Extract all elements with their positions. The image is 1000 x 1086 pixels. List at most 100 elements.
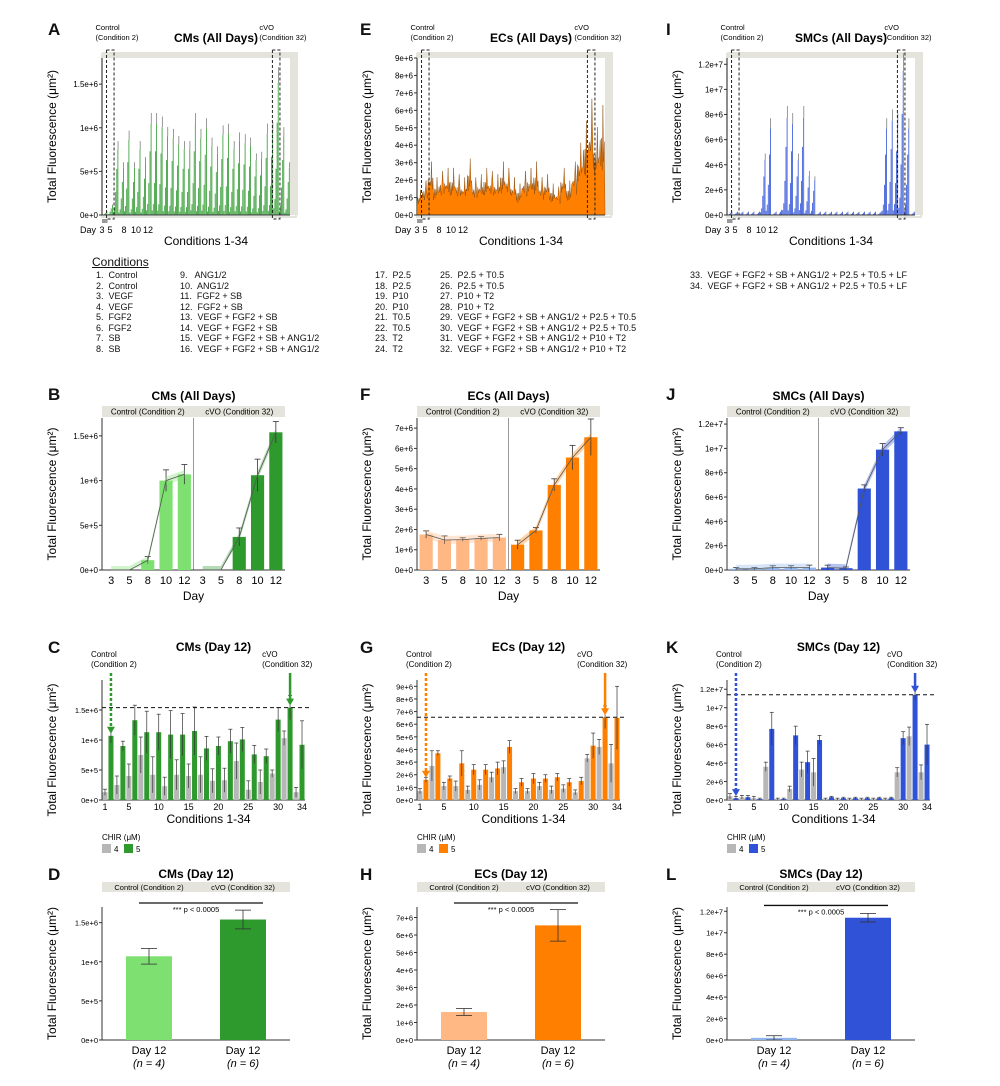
condition-bar (596, 746, 602, 800)
overview-bar (260, 175, 261, 215)
x-tick-label: 30 (588, 802, 598, 812)
overview-bar (137, 191, 139, 215)
overview-bar (272, 131, 274, 215)
x-tick-label: 5 (126, 575, 132, 587)
x-tick-label: 12 (493, 575, 505, 587)
y-tick-label: 6e+6 (705, 493, 724, 502)
control-annotation: Control (Condition 2) (91, 650, 137, 669)
conditions-col-2: 9. ANG1/2 10. ANG1/2 11. FGF2 + SB 12. FGF2… (180, 270, 319, 354)
overview-bar (275, 168, 277, 215)
trend-line (517, 437, 592, 546)
group-header-strip (417, 882, 605, 892)
overview-bar (248, 190, 249, 215)
overview-bar (780, 211, 781, 215)
overview-bar (172, 138, 174, 215)
y-axis-label: Total Fluorescence (μm²) (45, 684, 59, 817)
overview-bar (900, 164, 902, 215)
legend-swatch (102, 844, 111, 853)
y-tick-label: 1e+6 (396, 783, 413, 792)
x-tick-label: Day 12 (132, 1045, 167, 1057)
y-tick-label: 7e+6 (395, 89, 414, 98)
overview-bar (146, 210, 147, 215)
overview-bar (880, 211, 882, 215)
overview-bar (276, 122, 278, 215)
condition-line: 17. P2.5 (375, 270, 412, 280)
y-axis-label: Total Fluorescence (μm²) (670, 684, 684, 817)
overview-bar (239, 141, 240, 215)
overview-bar (196, 211, 197, 215)
overview-bar (878, 213, 880, 215)
condition-bar (453, 786, 459, 800)
condition-bar (287, 707, 293, 800)
overview-bar (206, 128, 207, 215)
chart-title: SMCs (All Days) (795, 31, 887, 45)
overview-bar (801, 180, 802, 215)
day-tick-label: 12 (458, 225, 468, 235)
overview-bar (189, 149, 191, 215)
chart-title: SMCs (Day 12) (779, 867, 862, 881)
overview-bar (209, 190, 211, 215)
y-tick-label: 0e+0 (80, 211, 99, 220)
overview-bar (120, 198, 122, 215)
condition-line: 20. P10 (375, 301, 409, 312)
overview-bar (139, 149, 141, 215)
y-tick-label: 8e+6 (706, 950, 723, 959)
condition-bar (614, 717, 620, 800)
overview-bar (253, 195, 255, 215)
y-tick-label: 8e+6 (705, 469, 724, 478)
y-tick-label: 0e+0 (395, 211, 414, 220)
day-bar (511, 544, 525, 570)
group-header-strip (417, 406, 600, 417)
chart-i-smcs-all-days: SMCs (All Days) 0e+0 2e+6 4e+6 6e+6 8e+6 1e+7 1… (670, 23, 932, 248)
cvo-annotation: cVO (Condition 32) (574, 23, 622, 42)
day-ruler (102, 219, 108, 223)
y-tick-label: 8e+6 (705, 111, 724, 120)
y-tick-label: 2e+6 (396, 771, 413, 780)
condition-bar (180, 734, 186, 800)
overview-bar (233, 149, 235, 215)
x-tick-label: 12 (270, 575, 282, 587)
overview-bar (281, 187, 282, 215)
overview-bar (191, 204, 193, 215)
overview-bar (167, 136, 168, 215)
condition-line: 4. VEGF (96, 301, 134, 312)
overview-bar (243, 164, 245, 215)
x-axis-label: Day (808, 589, 829, 603)
n-label: (n = 6) (542, 1058, 574, 1070)
overview-bar (208, 206, 209, 215)
trend-line (736, 567, 810, 570)
overview-bar (133, 182, 134, 215)
y-tick-label: 1e+7 (705, 444, 724, 453)
overview-bar (829, 212, 831, 215)
overview-bar (887, 210, 889, 215)
control-highlight-box (731, 49, 740, 220)
chart-c-cms-day12-conditions: CMs (Day 12) 0e+0 5e+5 1e+6 1.5e+6 Total Fluo… (45, 640, 313, 854)
y-axis-label: Total Fluorescence (μm²) (670, 907, 684, 1040)
y-tick-label: 4e+6 (705, 161, 724, 170)
condition-bar (793, 735, 799, 800)
overview-bar (187, 191, 188, 215)
overview-bar (857, 212, 859, 215)
overview-bar (740, 213, 742, 215)
condition-line: 16. VEGF + FGF2 + SB + ANG1/2 (180, 343, 320, 354)
condition-bar (513, 791, 519, 800)
overview-bar (846, 212, 848, 215)
overview-bar (823, 213, 824, 215)
chart-title: ECs (Day 12) (474, 867, 547, 881)
chart-k-smcs-day12-conditions: SMCs (Day 12) 0e+0 2e+6 4e+6 6e+6 8e+6 1e+7 1.2… (670, 640, 938, 854)
overview-bar (194, 123, 196, 215)
overview-bar (863, 212, 864, 215)
condition-line: 9. ANG1/2 (180, 270, 227, 280)
overview-bar (745, 213, 747, 215)
group-header-strip (102, 882, 290, 892)
overview-bar (730, 212, 732, 215)
condition-bar (417, 791, 423, 800)
overview-bar (263, 205, 265, 215)
overview-bar (895, 183, 896, 215)
y-tick-label: 6e+6 (396, 931, 413, 940)
overview-bar (123, 167, 124, 215)
overview-bar (236, 189, 238, 215)
trend-band (111, 470, 185, 570)
overview-bar (273, 208, 275, 215)
overview-bar (219, 205, 220, 215)
